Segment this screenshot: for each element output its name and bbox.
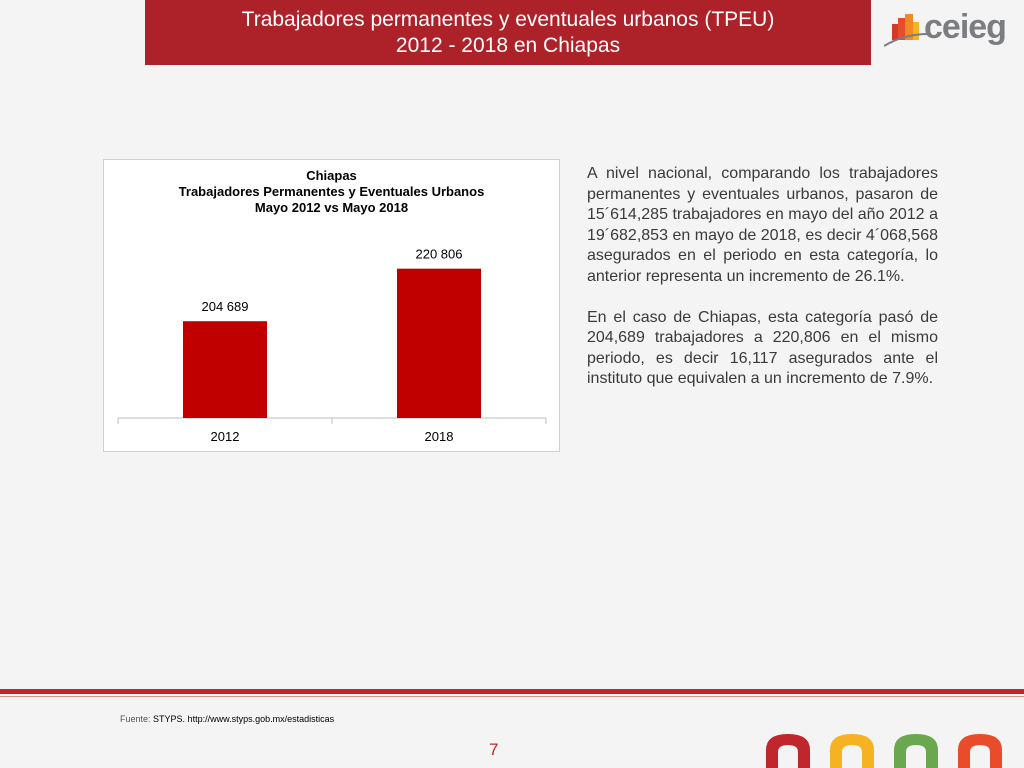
title-line-1: Trabajadores permanentes y eventuales ur…	[241, 7, 775, 31]
decorative-arches	[766, 734, 1002, 768]
logo-text: ceieg	[924, 8, 1007, 46]
bar-2012	[183, 321, 267, 418]
data-label-2012: 204 689	[202, 299, 249, 314]
x-tick-label-2012: 2012	[211, 429, 240, 444]
paragraph-chiapas: En el caso de Chiapas, esta categoría pa…	[587, 308, 938, 388]
footer-divider	[0, 689, 1024, 694]
page-number: 7	[489, 740, 499, 759]
footer-divider-thin	[0, 696, 1024, 697]
title-banner: Trabajadores permanentes y eventuales ur…	[145, 0, 871, 65]
bar-2018	[397, 268, 481, 418]
chart-title-line-3: Mayo 2012 vs Mayo 2018	[254, 200, 409, 215]
paragraph-national: A nivel nacional, comparando los trabaja…	[587, 165, 938, 285]
source-text: STYPS. http://www.styps.gob.mx/estadisti…	[153, 714, 335, 724]
body-text: A nivel nacional, comparando los trabaja…	[587, 164, 938, 410]
ceieg-logo: ceieg	[883, 8, 1014, 52]
chart-title-line-1: Chiapas	[306, 168, 357, 183]
title-line-2: 2012 - 2018 en Chiapas	[395, 33, 621, 57]
source-note: Fuente: STYPS. http://www.styps.gob.mx/e…	[120, 714, 334, 724]
chart-title-line-2: Trabajadores Permanentes y Eventuales Ur…	[178, 184, 485, 199]
chart-panel: Chiapas Trabajadores Permanentes y Event…	[103, 159, 560, 452]
source-label: Fuente:	[120, 714, 151, 724]
logo-bars-icon	[883, 14, 929, 47]
chart-title: Chiapas Trabajadores Permanentes y Event…	[104, 168, 559, 216]
bar-chart: 204 689 2012 220 806 2018	[117, 247, 547, 444]
data-label-2018: 220 806	[416, 247, 463, 262]
x-tick-label-2018: 2018	[425, 429, 454, 444]
